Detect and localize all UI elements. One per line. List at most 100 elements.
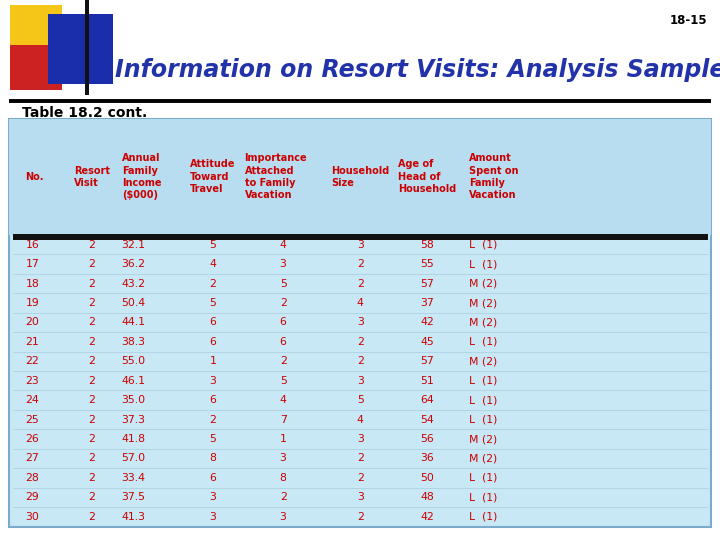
Text: 21: 21: [25, 337, 40, 347]
Text: 32.1: 32.1: [122, 240, 145, 249]
Text: 2: 2: [357, 279, 364, 288]
Text: 51: 51: [420, 376, 434, 386]
Text: 2: 2: [89, 376, 95, 386]
Text: Importance
Attached
to Family
Vacation: Importance Attached to Family Vacation: [245, 153, 307, 200]
Text: 3: 3: [210, 512, 217, 522]
Text: 43.2: 43.2: [122, 279, 145, 288]
Text: 3: 3: [357, 434, 364, 444]
Text: 20: 20: [25, 318, 40, 327]
Text: 38.3: 38.3: [122, 337, 145, 347]
Text: 16: 16: [25, 240, 40, 249]
Text: 22: 22: [25, 356, 40, 366]
Text: 45: 45: [420, 337, 434, 347]
Text: 17: 17: [25, 259, 40, 269]
Text: 42: 42: [420, 318, 434, 327]
Text: 18: 18: [25, 279, 40, 288]
Text: 64: 64: [420, 395, 434, 405]
Text: 37.5: 37.5: [122, 492, 145, 502]
Text: 2: 2: [357, 512, 364, 522]
Text: 2: 2: [89, 434, 95, 444]
Text: 2: 2: [89, 492, 95, 502]
Text: 37.3: 37.3: [122, 415, 145, 424]
Text: 1: 1: [279, 434, 287, 444]
Text: 4: 4: [210, 259, 217, 269]
Text: Annual
Family
Income
($000): Annual Family Income ($000): [122, 153, 161, 200]
Text: L  (1): L (1): [469, 259, 498, 269]
Bar: [9, 119, 711, 235]
Text: 35.0: 35.0: [122, 395, 146, 405]
Text: 6: 6: [279, 337, 287, 347]
Text: M (2): M (2): [469, 298, 498, 308]
Text: 5: 5: [210, 434, 217, 444]
Text: 23: 23: [25, 376, 40, 386]
Text: Attitude
Toward
Travel: Attitude Toward Travel: [190, 159, 235, 194]
Text: 25: 25: [25, 415, 40, 424]
Text: L  (1): L (1): [469, 376, 498, 386]
Text: L  (1): L (1): [469, 492, 498, 502]
Text: 3: 3: [357, 240, 364, 249]
Text: 3: 3: [210, 492, 217, 502]
Text: 57: 57: [420, 279, 434, 288]
Text: Amount
Spent on
Family
Vacation: Amount Spent on Family Vacation: [469, 153, 518, 200]
Text: L  (1): L (1): [469, 395, 498, 405]
Text: 24: 24: [25, 395, 40, 405]
Text: 54: 54: [420, 415, 434, 424]
Text: 2: 2: [89, 318, 95, 327]
Text: L  (1): L (1): [469, 473, 498, 483]
Text: 6: 6: [210, 395, 217, 405]
Text: No.: No.: [25, 172, 44, 182]
Text: Household
Size: Household Size: [331, 166, 390, 188]
Text: 56: 56: [420, 434, 434, 444]
Text: 58: 58: [420, 240, 434, 249]
Text: 8: 8: [279, 473, 287, 483]
Text: 57.0: 57.0: [122, 454, 146, 463]
Text: 36.2: 36.2: [122, 259, 145, 269]
Text: 3: 3: [279, 512, 287, 522]
Text: 2: 2: [210, 279, 217, 288]
Text: M (2): M (2): [469, 318, 498, 327]
Text: 6: 6: [210, 473, 217, 483]
Text: 36: 36: [420, 454, 434, 463]
Text: 5: 5: [357, 395, 364, 405]
Text: L  (1): L (1): [469, 337, 498, 347]
Text: 55: 55: [420, 259, 434, 269]
Text: 6: 6: [210, 318, 217, 327]
Text: Resort
Visit: Resort Visit: [74, 166, 110, 188]
Text: 57: 57: [420, 356, 434, 366]
Text: 5: 5: [279, 376, 287, 386]
Text: 2: 2: [357, 337, 364, 347]
Text: 3: 3: [357, 376, 364, 386]
Text: 55.0: 55.0: [122, 356, 146, 366]
Text: M (2): M (2): [469, 434, 498, 444]
Text: Table 18.2 cont.: Table 18.2 cont.: [22, 106, 147, 120]
Text: 2: 2: [210, 415, 217, 424]
Bar: [13, 234, 708, 240]
Text: 2: 2: [89, 279, 95, 288]
Text: 3: 3: [279, 259, 287, 269]
Text: Information on Resort Visits: Analysis Sample: Information on Resort Visits: Analysis S…: [115, 58, 720, 82]
Text: 2: 2: [89, 356, 95, 366]
Text: 2: 2: [89, 240, 95, 249]
Text: 26: 26: [25, 434, 40, 444]
Text: M (2): M (2): [469, 356, 498, 366]
Text: 2: 2: [279, 492, 287, 502]
Text: M (2): M (2): [469, 454, 498, 463]
Text: 1: 1: [210, 356, 217, 366]
Text: 2: 2: [89, 512, 95, 522]
Text: 2: 2: [89, 454, 95, 463]
Text: 4: 4: [357, 415, 364, 424]
Text: 2: 2: [357, 259, 364, 269]
Text: 5: 5: [210, 240, 217, 249]
Text: 2: 2: [89, 473, 95, 483]
Text: 29: 29: [25, 492, 40, 502]
Text: L  (1): L (1): [469, 512, 498, 522]
Text: 5: 5: [279, 279, 287, 288]
Text: 3: 3: [357, 318, 364, 327]
Text: 42: 42: [420, 512, 434, 522]
Text: 30: 30: [25, 512, 40, 522]
Text: 4: 4: [357, 298, 364, 308]
Text: L  (1): L (1): [469, 240, 498, 249]
Text: 2: 2: [357, 473, 364, 483]
Text: 27: 27: [25, 454, 40, 463]
Text: Age of
Head of
Household: Age of Head of Household: [398, 159, 456, 194]
